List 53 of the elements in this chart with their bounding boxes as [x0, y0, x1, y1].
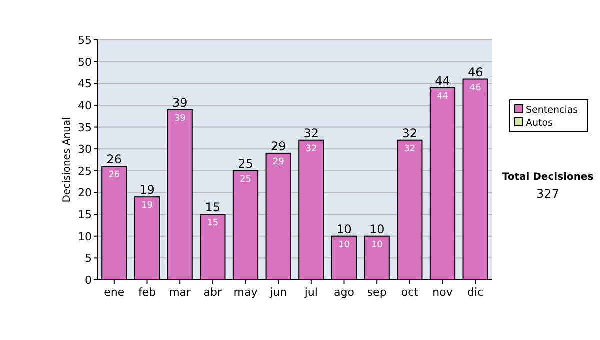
data-label: 46 — [470, 83, 482, 94]
x-tick-label: nov — [432, 286, 454, 299]
y-tick-label: 35 — [78, 121, 92, 134]
y-tick-label: 0 — [85, 274, 92, 287]
text: Total Decisiones — [502, 172, 594, 183]
legend-label: Sentencias — [526, 105, 578, 116]
total-label: 10 — [369, 222, 385, 236]
data-label: 32 — [404, 144, 416, 154]
total-label: 15 — [205, 200, 221, 215]
data-label: 25 — [240, 174, 252, 185]
x-tick-label: may — [234, 286, 258, 299]
data-label: 19 — [142, 201, 154, 212]
y-tick-label: 5 — [85, 252, 92, 266]
y-tick-label: 55 — [78, 34, 92, 47]
data-label: 29 — [272, 157, 285, 168]
y-tick-label: 15 — [78, 208, 92, 222]
x-tick-label: abr — [204, 286, 223, 299]
x-tick-label: sep — [367, 286, 387, 299]
total-label: 32 — [402, 126, 418, 140]
x-tick-label: mar — [169, 286, 192, 299]
y-tick-label: 20 — [78, 186, 92, 200]
data-label: 10 — [371, 240, 384, 250]
total-label: 39 — [172, 96, 188, 110]
data-label: 39 — [174, 114, 186, 124]
x-tick-label: oct — [401, 286, 420, 299]
total-label: 44 — [435, 74, 450, 88]
y-tick-label: 25 — [78, 164, 92, 178]
x-tick-label: feb — [138, 286, 156, 299]
y-axis-title: Decisiones Anual — [62, 117, 73, 203]
y-tick-label: 30 — [78, 143, 92, 156]
total-label: 29 — [270, 139, 286, 154]
data-label: 15 — [207, 218, 219, 229]
total-label: 46 — [468, 65, 484, 80]
data-label: 32 — [306, 144, 318, 154]
y-tick-label: 45 — [78, 78, 92, 91]
y-tick-label: 40 — [78, 99, 92, 112]
y-tick-label: 50 — [78, 56, 92, 69]
y-tick-label: 10 — [78, 230, 92, 244]
total-label: 19 — [140, 183, 155, 198]
data-label: 26 — [108, 170, 120, 181]
x-tick-label: jun — [269, 286, 288, 299]
legend-label: Autos — [526, 118, 554, 129]
x-tick-label: ene — [104, 286, 125, 299]
x-tick-label: jul — [304, 286, 318, 299]
total-label: 10 — [336, 222, 352, 236]
total-label: 25 — [238, 156, 254, 171]
text: 327 — [536, 187, 560, 201]
data-label: 10 — [338, 240, 350, 250]
x-tick-label: ago — [334, 286, 355, 299]
total-label: 32 — [304, 126, 320, 140]
total-label: 26 — [106, 152, 122, 167]
x-tick-label: dic — [468, 286, 484, 299]
data-label: 44 — [437, 92, 449, 102]
